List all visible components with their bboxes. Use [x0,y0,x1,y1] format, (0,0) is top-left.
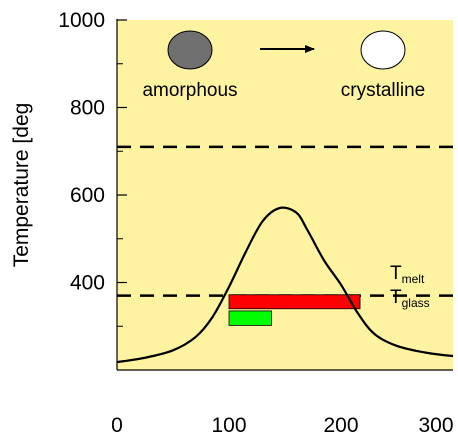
crystalline-circle-icon [360,30,406,70]
x-tick-label: 100 [211,414,246,437]
y-axis-label: Temperature [deg [10,103,33,268]
t-melt-subscript: melt [402,272,425,286]
amorphous-label: amorphous [142,80,237,101]
y-tick-label: 600 [70,184,105,207]
crystalline-label: crystalline [341,80,425,101]
temperature-curve [117,206,453,364]
green-bar [228,310,272,326]
t-glass-subscript: glass [402,296,430,310]
y-tick-label: 400 [70,272,105,295]
plot-area [117,20,453,370]
x-tick-label: 200 [323,414,358,437]
x-tick-label: 300 [418,414,453,437]
t-glass-label: Tglass [390,287,430,310]
y-tick-label: 1000 [58,9,105,32]
amorphous-circle-icon [167,30,213,70]
y-tick-label: 800 [70,97,105,120]
red-bar [228,294,361,310]
t-glass-main: T [390,287,402,308]
t-melt-main: T [390,263,402,284]
x-tick-label: 0 [111,414,123,437]
t-melt-label: Tmelt [390,263,425,286]
